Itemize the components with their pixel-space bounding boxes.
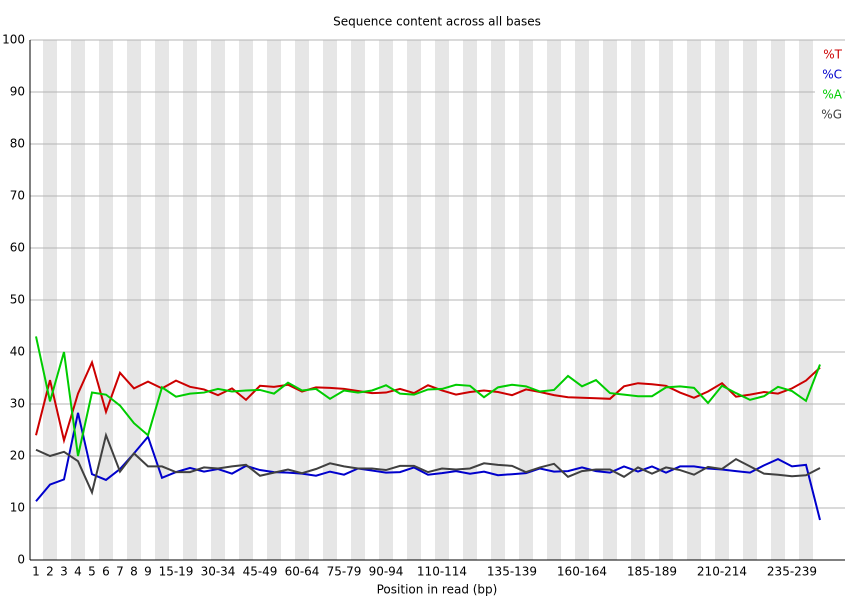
legend: %T %C %A %G xyxy=(815,45,843,125)
x-tick-label: 45-49 xyxy=(243,565,278,579)
x-tick-label: 8 xyxy=(130,565,138,579)
y-tick-label: 10 xyxy=(10,501,25,515)
x-tick-label: 135-139 xyxy=(487,565,537,579)
series-line xyxy=(35,431,821,496)
x-tick-label: 6 xyxy=(102,565,110,579)
chart-title: Sequence content across all bases xyxy=(333,15,541,29)
x-tick-label: 90-94 xyxy=(369,565,404,579)
series-line xyxy=(35,336,821,457)
y-tick-label: 80 xyxy=(10,137,25,151)
x-tick-label: 4 xyxy=(74,565,82,579)
x-tick-label: 110-114 xyxy=(417,565,467,579)
series-line xyxy=(35,359,821,445)
y-tick-label: 0 xyxy=(17,553,25,567)
y-tick-label: 70 xyxy=(10,189,25,203)
legend-entry: %G xyxy=(821,108,842,122)
y-tick-label: 30 xyxy=(10,397,25,411)
legend-entry: %C xyxy=(822,68,842,82)
y-tick-label: 20 xyxy=(10,449,25,463)
x-tick-label: 9 xyxy=(144,565,152,579)
y-tick-label: 60 xyxy=(10,241,25,255)
y-tick-label: 90 xyxy=(10,85,25,99)
x-tick-label: 160-164 xyxy=(557,565,607,579)
x-tick-label: 5 xyxy=(88,565,96,579)
x-tick-label: 30-34 xyxy=(201,565,236,579)
y-tick-label: 50 xyxy=(10,293,25,307)
legend-entry: %T xyxy=(823,48,842,62)
x-tick-label: 1 xyxy=(32,565,40,579)
legend-box xyxy=(815,45,843,125)
y-tick-label: 40 xyxy=(10,345,25,359)
series-line xyxy=(35,412,821,521)
x-tick-label: 60-64 xyxy=(285,565,320,579)
y-tick-label: 100 xyxy=(2,33,25,47)
x-tick-label: 235-239 xyxy=(767,565,817,579)
x-tick-label: 3 xyxy=(60,565,68,579)
x-tick-label: 7 xyxy=(116,565,124,579)
x-tick-label: 210-214 xyxy=(697,565,747,579)
x-tick-label: 2 xyxy=(46,565,54,579)
legend-entry: %A xyxy=(822,88,842,102)
x-tick-label: 185-189 xyxy=(627,565,677,579)
x-axis-label: Position in read (bp) xyxy=(377,583,498,597)
x-tick-label: 75-79 xyxy=(327,565,362,579)
x-tick-label: 15-19 xyxy=(159,565,194,579)
